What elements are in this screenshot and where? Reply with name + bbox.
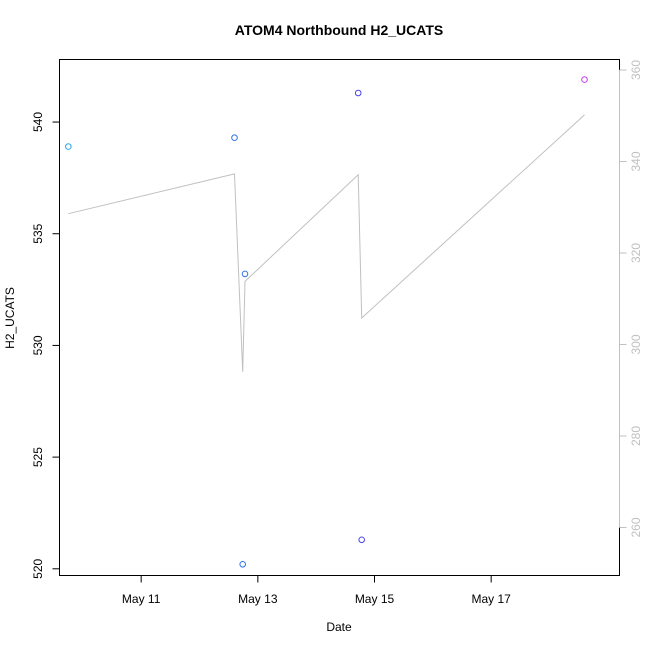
points-layer — [65, 76, 588, 568]
x-tick-label: May 13 — [238, 592, 278, 606]
x-tick-label: May 11 — [122, 592, 161, 606]
y-tick-label: 525 — [31, 447, 45, 467]
data-point — [231, 134, 238, 141]
y-axis-label: H2_UCATS — [3, 287, 17, 349]
y-tick-label: 535 — [31, 223, 45, 243]
y2-tick-label: 360 — [629, 60, 643, 80]
data-point — [358, 536, 366, 544]
y2-tick-label: 300 — [629, 334, 643, 354]
data-point — [241, 270, 249, 278]
data-point — [65, 143, 72, 150]
x-tick-label: May 17 — [471, 592, 511, 606]
y-axis-right: 260 280 300 320 340 360 — [619, 60, 643, 538]
y2-tick-label: 320 — [629, 243, 643, 263]
y-tick-label: 520 — [31, 558, 45, 578]
data-point — [354, 89, 362, 97]
y2-tick-label: 340 — [629, 151, 643, 171]
plot-frame — [59, 59, 620, 576]
y-tick-label: 530 — [31, 335, 45, 355]
data-point — [239, 561, 246, 568]
data-point — [581, 76, 588, 83]
y-tick-label: 540 — [31, 112, 45, 132]
chart-title: ATOM4 Northbound H2_UCATS — [235, 22, 443, 38]
x-axis: May 11 May 13 May 15 May 17 — [122, 575, 511, 606]
x-tick-label: May 15 — [355, 592, 395, 606]
y-axis-left: 520 525 530 535 540 — [31, 112, 60, 579]
y2-tick-label: 260 — [629, 517, 643, 537]
series-line — [68, 114, 585, 372]
line-layer — [68, 114, 585, 372]
y2-tick-label: 280 — [629, 426, 643, 446]
x-axis-label: Date — [326, 620, 352, 634]
